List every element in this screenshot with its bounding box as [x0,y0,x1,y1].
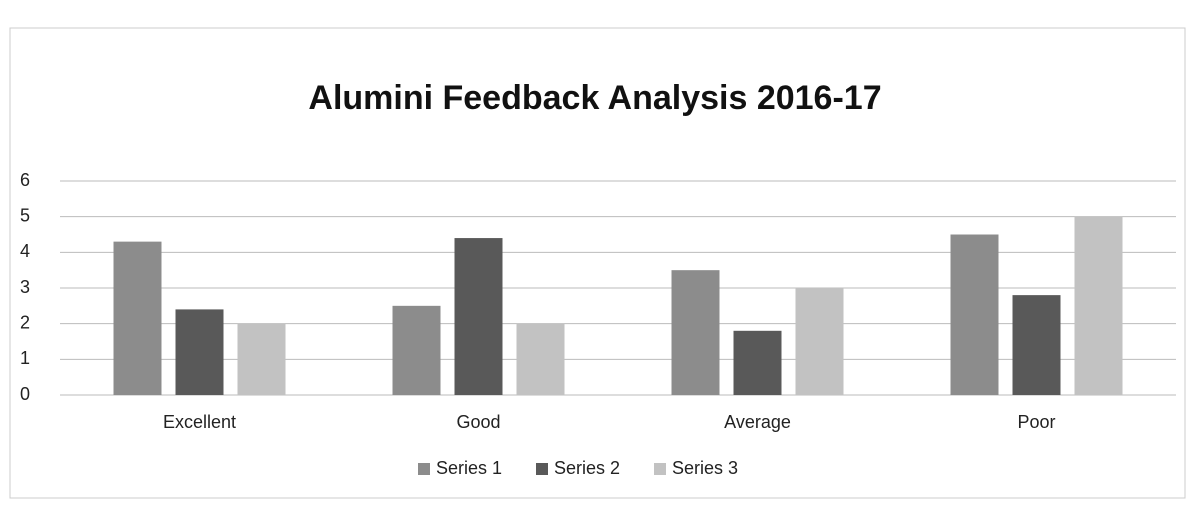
bar [1074,216,1123,395]
bar [113,241,162,395]
bar [671,270,720,395]
x-tick-label: Excellent [163,412,236,432]
y-tick-label: 2 [20,312,30,332]
bar [454,238,503,395]
y-tick-label: 5 [20,205,30,225]
legend-label: Series 3 [672,458,738,478]
bar [237,323,286,395]
bar [733,330,782,395]
legend-swatch [536,463,548,475]
x-tick-label: Poor [1017,412,1055,432]
y-tick-label: 1 [20,348,30,368]
y-tick-label: 0 [20,384,30,404]
bar [1012,295,1061,395]
legend-label: Series 1 [436,458,502,478]
legend-label: Series 2 [554,458,620,478]
bar [950,234,999,395]
x-tick-label: Good [456,412,500,432]
chart-title: Alumini Feedback Analysis 2016-17 [308,79,881,117]
legend-swatch [654,463,666,475]
bar [795,288,844,395]
bar [175,309,224,395]
y-tick-label: 3 [20,277,30,297]
legend-swatch [418,463,430,475]
chart-frame [9,27,1186,499]
bar [516,323,565,395]
y-tick-label: 6 [20,170,30,190]
y-tick-label: 4 [20,241,30,261]
x-tick-label: Average [724,412,791,432]
bar [392,305,441,395]
